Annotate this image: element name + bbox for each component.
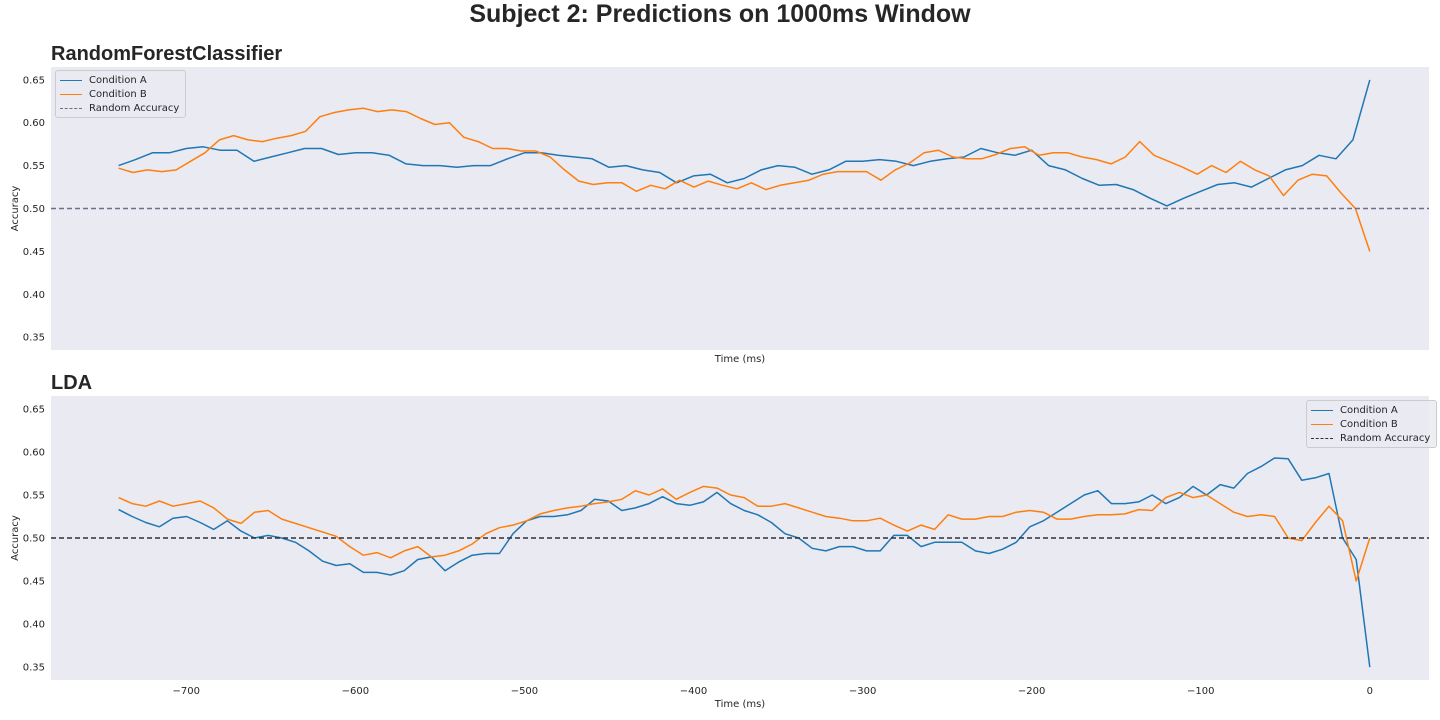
bottom-panel-title: LDA	[51, 372, 93, 394]
top-panel-title: RandomForestClassifier	[51, 43, 283, 65]
top-y-axis-label: Accuracy	[10, 186, 21, 232]
bottom-ytick-label: 0.40	[23, 620, 45, 631]
top-ytick-label: 0.65	[23, 75, 45, 86]
bottom-xtick-label: −100	[1187, 686, 1214, 697]
bottom-ytick-label: 0.45	[23, 577, 45, 588]
bottom-ytick-label: 0.35	[23, 663, 45, 674]
bottom-ytick-label: 0.65	[23, 404, 45, 415]
bottom-ytick-label: 0.55	[23, 490, 45, 501]
top-ytick-label: 0.35	[23, 333, 45, 344]
top-legend: Condition A Condition B Random Accuracy	[55, 70, 187, 118]
legend-swatch-condition-b	[60, 93, 82, 95]
bottom-ytick-label: 0.50	[23, 534, 45, 545]
top-ytick-label: 0.55	[23, 161, 45, 172]
bottom-series-condition-b-line	[118, 485, 1371, 582]
top-ytick-label: 0.50	[23, 204, 45, 215]
legend-label-condition-a: Condition A	[1340, 404, 1398, 416]
legend-label-condition-a: Condition A	[89, 74, 147, 86]
legend-item-random-accuracy: Random Accuracy	[1311, 431, 1430, 445]
legend-label-condition-b: Condition B	[89, 88, 147, 100]
legend-item-condition-a: Condition A	[60, 73, 179, 87]
top-ytick-label: 0.45	[23, 247, 45, 258]
figure-suptitle: Subject 2: Predictions on 1000ms Window	[469, 0, 971, 28]
legend-item-condition-b: Condition B	[60, 87, 179, 101]
bottom-xtick-label: −200	[1018, 686, 1045, 697]
legend-item-condition-a: Condition A	[1311, 403, 1430, 417]
bottom-y-axis-label: Accuracy	[10, 515, 21, 561]
legend-swatch-random-accuracy	[60, 107, 82, 109]
legend-item-condition-b: Condition B	[1311, 417, 1430, 431]
top-series-condition-b-line	[118, 107, 1371, 252]
legend-label-random-accuracy: Random Accuracy	[1340, 432, 1431, 444]
bottom-xtick-label: −300	[849, 686, 876, 697]
legend-swatch-condition-a	[1311, 409, 1333, 411]
legend-label-random-accuracy: Random Accuracy	[89, 102, 180, 114]
legend-swatch-condition-b	[1311, 423, 1333, 425]
bottom-xtick-label: −600	[342, 686, 369, 697]
legend-label-condition-b: Condition B	[1340, 418, 1398, 430]
legend-swatch-condition-a	[60, 79, 82, 81]
bottom-x-axis-label: Time (ms)	[714, 699, 766, 710]
bottom-xtick-label: −400	[680, 686, 707, 697]
top-ytick-label: 0.40	[23, 290, 45, 301]
top-series-condition-a-line	[118, 79, 1371, 207]
legend-item-random-accuracy: Random Accuracy	[60, 101, 179, 115]
bottom-ytick-label: 0.60	[23, 447, 45, 458]
bottom-xtick-label: −700	[173, 686, 200, 697]
legend-swatch-random-accuracy	[1311, 437, 1333, 439]
bottom-xtick-label: 0	[1367, 686, 1373, 697]
bottom-xtick-label: −500	[511, 686, 538, 697]
bottom-series-condition-a-line	[118, 457, 1371, 668]
bottom-legend: Condition A Condition B Random Accuracy	[1306, 400, 1438, 448]
top-ytick-label: 0.60	[23, 118, 45, 129]
top-x-axis-label: Time (ms)	[714, 354, 766, 365]
